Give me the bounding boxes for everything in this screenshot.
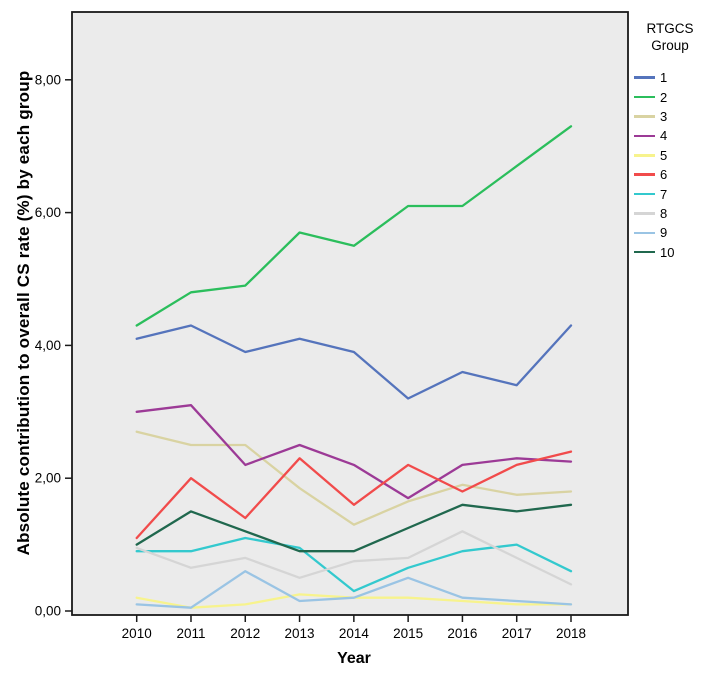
x-tick-label: 2018: [556, 626, 586, 641]
legend-item-label: 6: [660, 167, 668, 183]
legend-item-label: 9: [660, 225, 668, 241]
legend-swatch: [634, 115, 655, 118]
legend-title: RTGCS Group: [634, 20, 706, 54]
legend-item-9: 9: [634, 223, 706, 242]
legend-swatch: [634, 173, 655, 176]
series-line-2: [135, 125, 573, 327]
legend-swatch: [634, 250, 655, 254]
y-axis-title: Absolute contribution to overall CS rate…: [14, 70, 33, 556]
legend-item-label: 5: [660, 147, 668, 163]
series-line-9: [135, 570, 573, 609]
legend: RTGCS Group 1 2 3 4 5 6 7 8 9 10: [634, 20, 706, 262]
x-tick-label: 2013: [285, 626, 315, 641]
legend-item-label: 8: [660, 205, 668, 221]
x-tick-label: 2011: [176, 626, 205, 641]
legend-items: 1 2 3 4 5 6 7 8 9 10: [634, 68, 706, 262]
series-line-1: [135, 324, 573, 400]
x-tick-label: 2016: [447, 626, 477, 641]
legend-item-4: 4: [634, 126, 706, 145]
legend-item-3: 3: [634, 107, 706, 126]
x-tick-label: 2014: [339, 626, 370, 641]
legend-title-line2: Group: [651, 38, 689, 53]
legend-item-8: 8: [634, 204, 706, 223]
legend-item-label: 1: [660, 70, 668, 86]
legend-swatch: [634, 154, 655, 157]
legend-item-label: 7: [660, 186, 668, 202]
legend-item-label: 4: [660, 128, 668, 144]
legend-swatch: [634, 212, 655, 215]
x-tick-label: 2015: [393, 626, 423, 641]
legend-swatch: [634, 76, 655, 79]
y-tick-label: 8,00: [35, 72, 61, 87]
series-line-7: [135, 536, 573, 593]
x-axis-title: Year: [337, 650, 371, 667]
series-line-3: [135, 430, 573, 526]
legend-title-line1: RTGCS: [646, 21, 694, 36]
y-tick-label: 6,00: [35, 205, 61, 220]
legend-swatch: [634, 192, 655, 196]
series-line-4: [135, 404, 573, 500]
legend-swatch: [634, 95, 655, 99]
legend-item-5: 5: [634, 146, 706, 165]
legend-item-7: 7: [634, 184, 706, 203]
series-line-6: [135, 450, 573, 540]
plot-background: [72, 12, 628, 615]
legend-item-label: 10: [660, 244, 675, 260]
legend-item-2: 2: [634, 87, 706, 106]
plot-frame: [71, 11, 629, 616]
legend-item-label: 2: [660, 89, 668, 105]
legend-item-10: 10: [634, 243, 706, 262]
legend-item-label: 3: [660, 108, 668, 124]
legend-swatch: [634, 231, 655, 235]
x-tick-label: 2010: [122, 626, 152, 641]
x-tick-label: 2017: [502, 626, 532, 641]
series-line-10: [135, 503, 573, 553]
legend-item-1: 1: [634, 68, 706, 87]
y-tick-label: 2,00: [35, 471, 61, 486]
legend-item-6: 6: [634, 165, 706, 184]
x-tick-label: 2012: [230, 626, 260, 641]
legend-swatch: [634, 134, 655, 138]
series-line-8: [135, 530, 573, 586]
y-tick-label: 0,00: [35, 604, 61, 619]
y-tick-label: 4,00: [35, 338, 61, 353]
